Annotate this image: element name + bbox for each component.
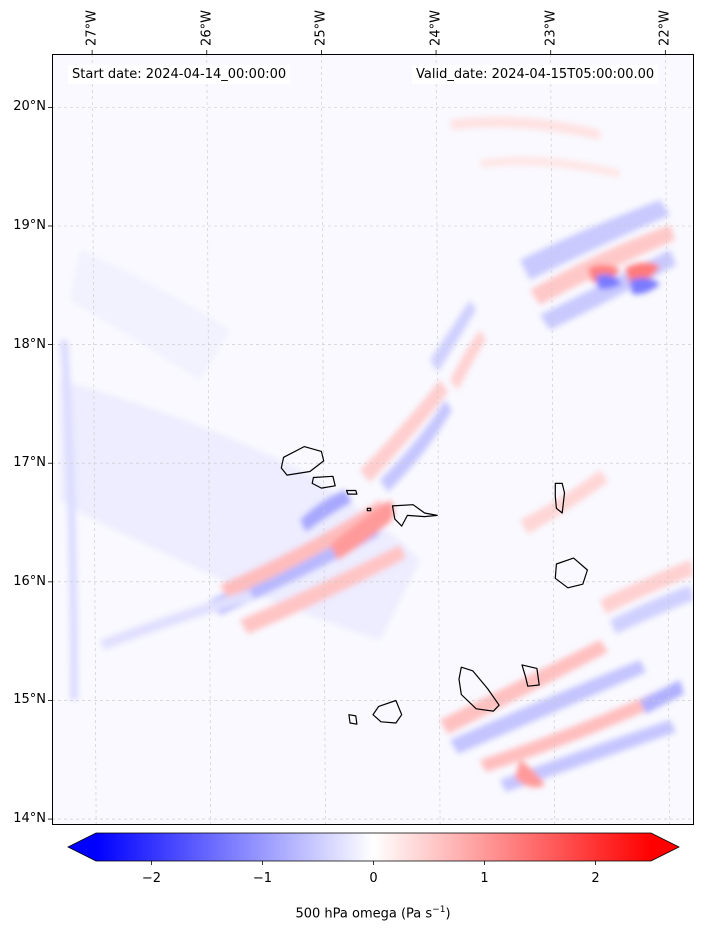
- colorbar-tick-label: 2: [591, 871, 600, 886]
- lon-label: 27°W: [84, 10, 100, 46]
- lon-label: 26°W: [199, 10, 215, 46]
- lon-gridline: [665, 54, 670, 825]
- lat-label: 16°N: [13, 573, 46, 589]
- island-outline: [348, 714, 358, 725]
- axis-ticks: [48, 50, 666, 820]
- colorbar-outline: [67, 832, 680, 862]
- lon-gridline: [550, 54, 555, 825]
- colorbar-label-sup: −1: [432, 905, 446, 915]
- island-outline: [554, 557, 589, 589]
- island-outline: [554, 482, 566, 514]
- colorbar-label: 500 hPa omega (Pa s−1): [0, 905, 703, 921]
- colorbar-tick-label: −2: [141, 871, 162, 886]
- lat-label: 20°N: [13, 99, 46, 115]
- colorbar-gradient: [96, 833, 651, 861]
- lon-label: 22°W: [657, 10, 673, 46]
- island-outline: [521, 664, 540, 687]
- valid-date-label: Valid_date: 2024-04-15T05:00:00.00: [412, 65, 659, 84]
- island-outline: [366, 507, 372, 512]
- colorbar-extend-high: [651, 833, 679, 861]
- gridlines: [52, 54, 694, 825]
- island-outline: [346, 489, 358, 495]
- island-outline: [280, 446, 325, 476]
- lon-gridline: [435, 54, 441, 825]
- map-frame: [52, 54, 694, 825]
- lon-label: 24°W: [428, 10, 444, 46]
- lat-label: 17°N: [13, 455, 46, 471]
- colorbar-ticks: [151, 861, 596, 865]
- lat-label: 19°N: [13, 217, 46, 233]
- colorbar-label-close: ): [445, 906, 451, 922]
- colorbar-tick-label: 1: [480, 871, 489, 886]
- lat-label: 18°N: [13, 336, 46, 352]
- island-outline: [458, 666, 500, 712]
- island-outline: [391, 504, 438, 527]
- lon-gridline: [321, 54, 326, 825]
- start-date-label: Start date: 2024-04-14_00:00:00: [68, 65, 291, 84]
- lon-label: 25°W: [313, 10, 329, 46]
- colorbar: [67, 832, 680, 865]
- lon-gridline: [206, 54, 212, 825]
- colorbar-label-text: 500 hPa omega (Pa s: [295, 906, 433, 922]
- island-outline: [311, 475, 336, 489]
- island-coastlines: [280, 446, 589, 725]
- lon-gridline: [91, 54, 97, 825]
- lat-label: 15°N: [13, 692, 46, 708]
- colorbar-tick-label: −1: [252, 871, 273, 886]
- lon-label: 23°W: [543, 10, 559, 46]
- lat-label: 14°N: [13, 811, 46, 827]
- colorbar-extend-low: [68, 833, 96, 861]
- island-outline: [372, 699, 403, 724]
- colorbar-tick-label: 0: [369, 871, 378, 886]
